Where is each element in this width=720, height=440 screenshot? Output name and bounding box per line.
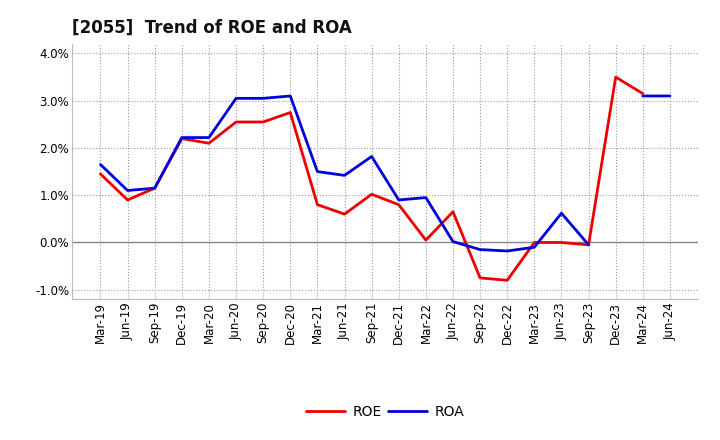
ROE: [367, 192, 376, 197]
ROE: [395, 202, 403, 207]
ROA: [395, 197, 403, 202]
ROA: [96, 162, 105, 167]
ROE: [639, 91, 647, 96]
Line: ROA: ROA: [101, 96, 670, 251]
ROE: [178, 136, 186, 141]
ROE: [341, 212, 349, 217]
ROA: [341, 173, 349, 178]
ROA: [557, 211, 566, 216]
ROA: [530, 245, 539, 250]
ROA: [421, 195, 430, 200]
ROE: [286, 110, 294, 115]
Legend: ROE, ROA: ROE, ROA: [301, 400, 469, 425]
ROE: [530, 240, 539, 245]
Line: ROE: ROE: [101, 77, 643, 280]
ROE: [313, 202, 322, 207]
Text: [2055]  Trend of ROE and ROA: [2055] Trend of ROE and ROA: [72, 19, 352, 37]
ROA: [232, 96, 240, 101]
ROA: [286, 93, 294, 99]
ROE: [584, 242, 593, 247]
ROA: [584, 242, 593, 247]
ROA: [259, 96, 268, 101]
ROE: [557, 240, 566, 245]
ROA: [178, 135, 186, 140]
ROE: [449, 209, 457, 214]
ROE: [123, 197, 132, 202]
ROA: [123, 188, 132, 193]
ROA: [367, 154, 376, 159]
ROE: [611, 74, 620, 80]
ROE: [150, 186, 159, 191]
ROE: [259, 119, 268, 125]
ROE: [421, 238, 430, 243]
ROE: [96, 171, 105, 176]
ROE: [232, 119, 240, 125]
ROE: [476, 275, 485, 281]
ROA: [313, 169, 322, 174]
ROA: [204, 135, 213, 140]
ROA: [503, 248, 511, 253]
ROA: [150, 186, 159, 191]
ROA: [476, 247, 485, 252]
ROA: [639, 93, 647, 99]
ROA: [665, 93, 674, 99]
ROE: [204, 141, 213, 146]
ROA: [449, 239, 457, 244]
ROE: [503, 278, 511, 283]
